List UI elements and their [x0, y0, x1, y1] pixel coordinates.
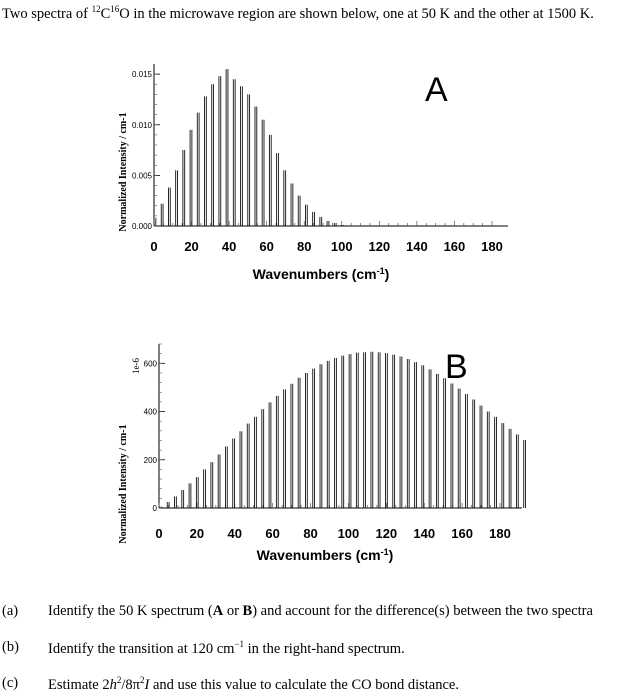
- y-tick-label: 0.015: [132, 70, 153, 79]
- spectrum-b-ylabel: Normalized Intensity / cm-1: [118, 424, 129, 543]
- intro-text: Two spectra of 12C16O in the microwave r…: [2, 4, 629, 23]
- x-tick-label: 60: [259, 239, 273, 254]
- spectrum-a-svg: 0 20 40 60 80 100 120 140 160 180 0.000 0.005 0.010 0…: [118, 64, 508, 282]
- question-c-label: (c): [2, 675, 19, 691]
- spectrum-a-lines: 0 20 40 60 80 100 120 140 160 180 0.000 0.005 0.010 0…: [132, 64, 508, 254]
- x-tick-label: 40: [228, 526, 242, 541]
- isotope-carbon: 12: [91, 4, 101, 14]
- x-tick-label: 100: [338, 526, 360, 541]
- x-tick-label: 0: [150, 239, 157, 254]
- x-tick-label: 20: [184, 239, 198, 254]
- intro-after: in the microwave region are shown below,…: [129, 5, 594, 22]
- spectrum-b-svg: 0 20 40 60 80 100 120 140 160 180 0 200 400 600 Norma…: [118, 343, 526, 563]
- x-tick-label: 180: [489, 526, 511, 541]
- spectrum-b-label: B: [445, 348, 468, 386]
- x-tick-label: 0: [155, 526, 162, 541]
- element-oxygen: O: [119, 5, 130, 22]
- x-tick-label: 140: [413, 526, 435, 541]
- x-tick-label: 60: [265, 526, 279, 541]
- x-tick-label: 40: [222, 239, 236, 254]
- y-tick-label: 600: [144, 359, 158, 368]
- y-tick-label: 0.010: [132, 121, 153, 130]
- x-tick-label: 160: [444, 239, 466, 254]
- y-tick-label: 0.000: [132, 222, 153, 231]
- x-tick-label: 100: [331, 239, 353, 254]
- x-tick-label: 120: [368, 239, 390, 254]
- y-tick-label: 200: [144, 456, 158, 465]
- y-tick-label: 400: [144, 408, 158, 417]
- x-tick-label: 140: [406, 239, 428, 254]
- question-b-label: (b): [2, 639, 19, 655]
- isotope-oxygen: 16: [110, 4, 120, 14]
- spectrum-b-yexp: 1e-6: [131, 358, 141, 374]
- spectrum-b-lines: 0 20 40 60 80 100 120 140 160 180 0 200 400 600: [144, 343, 526, 541]
- x-tick-label: 80: [303, 526, 317, 541]
- x-tick-label: 120: [375, 526, 397, 541]
- spectrum-b-xlabel: Wavenumbers (cm-1): [257, 547, 394, 563]
- question-c-text: Estimate 2h2/8π2I and use this value to …: [48, 675, 459, 693]
- x-tick-label: 80: [297, 239, 311, 254]
- x-tick-label: 20: [190, 526, 204, 541]
- question-a-text: Identify the 50 K spectrum (A or B) and …: [48, 603, 593, 619]
- x-tick-label: 180: [481, 239, 503, 254]
- intro-before: Two spectra of: [2, 5, 92, 22]
- question-a-label: (a): [2, 603, 19, 619]
- spectrum-a-label: A: [425, 71, 448, 109]
- y-tick-label: 0.005: [132, 171, 153, 180]
- spectrum-a-xlabel: Wavenumbers (cm-1): [253, 266, 390, 282]
- spectrum-a-plot: 0 20 40 60 80 100 120 140 160 180 0.000 0.005 0.010 0…: [110, 42, 530, 287]
- x-tick-label: 160: [451, 526, 473, 541]
- y-tick-label: 0: [153, 504, 158, 513]
- spectrum-b-plot: 0 20 40 60 80 100 120 140 160 180 0 200 400 600 Norma…: [110, 332, 530, 577]
- spectrum-a-ylabel: Normalized Intensity / cm-1: [118, 112, 129, 231]
- element-carbon: C: [100, 5, 111, 22]
- question-b-text: Identify the transition at 120 cm−1 in t…: [48, 639, 405, 657]
